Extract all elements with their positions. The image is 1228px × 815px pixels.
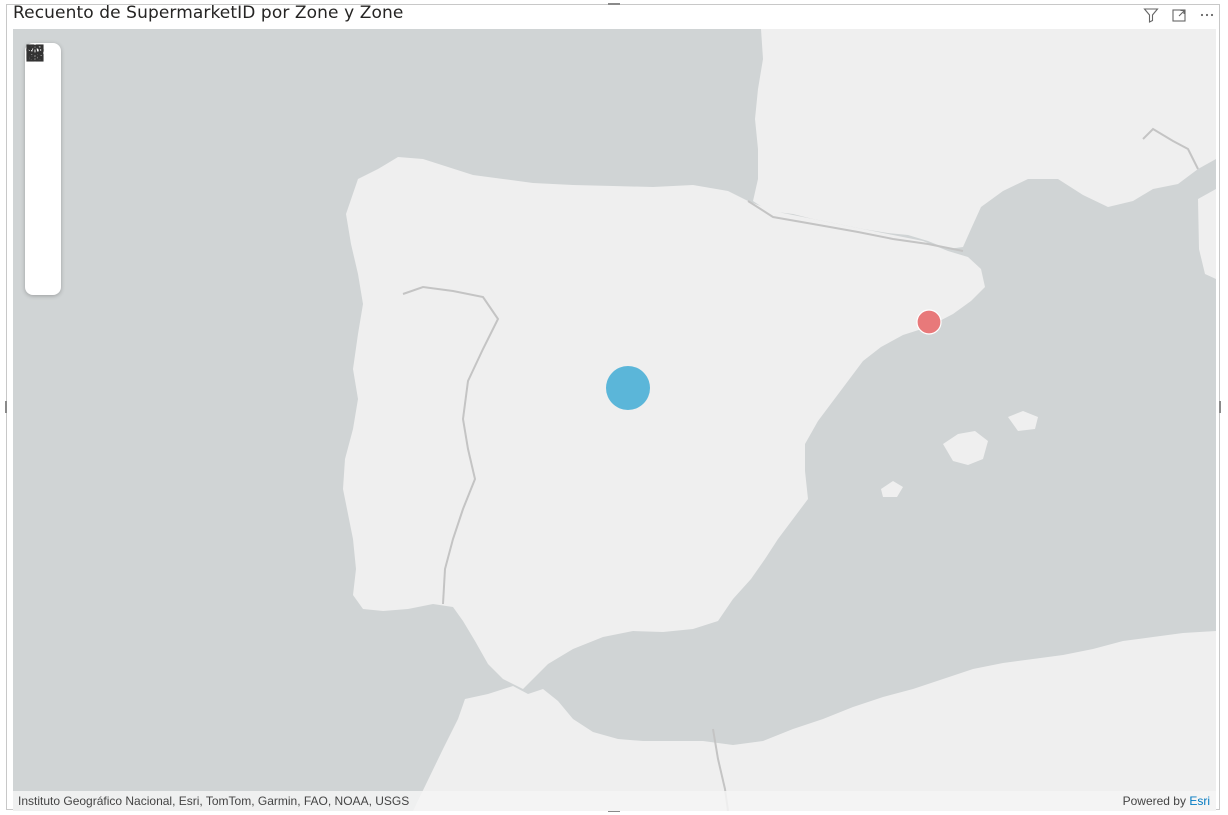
powered-by-text: Powered by — [1122, 794, 1186, 808]
basemap — [13, 29, 1216, 811]
infographic-icon[interactable] — [26, 45, 58, 254]
powered-by: Powered by Esri — [1123, 794, 1210, 808]
bubble-blue[interactable] — [606, 366, 650, 410]
map-canvas[interactable]: Instituto Geográfico Nacional, Esri, Tom… — [13, 29, 1216, 811]
attribution-sources: Instituto Geográfico Nacional, Esri, Tom… — [18, 794, 410, 808]
resize-handle-right[interactable] — [1219, 401, 1221, 413]
search-icon[interactable] — [26, 44, 58, 219]
resize-handle-left[interactable] — [5, 401, 7, 413]
resize-handle-bottom[interactable] — [608, 810, 620, 812]
attribution-bar: Instituto Geográfico Nacional, Esri, Tom… — [13, 791, 1216, 811]
more-options-icon[interactable] — [1198, 6, 1216, 24]
visual-header-icons — [1142, 6, 1216, 24]
layers-icon[interactable] — [25, 45, 58, 113]
filter-icon[interactable] — [1142, 6, 1160, 24]
bubble-red[interactable] — [916, 309, 942, 335]
select-icon[interactable] — [26, 44, 58, 183]
reference-layer-icon[interactable] — [26, 44, 58, 148]
map-toolbar — [25, 43, 61, 295]
pin-icon[interactable] — [27, 44, 58, 289]
esri-link[interactable]: Esri — [1189, 794, 1210, 808]
resize-handle-top[interactable] — [608, 3, 620, 5]
visual-title: Recuento de SupermarketID por Zone y Zon… — [13, 3, 404, 23]
focus-mode-icon[interactable] — [1170, 6, 1188, 24]
